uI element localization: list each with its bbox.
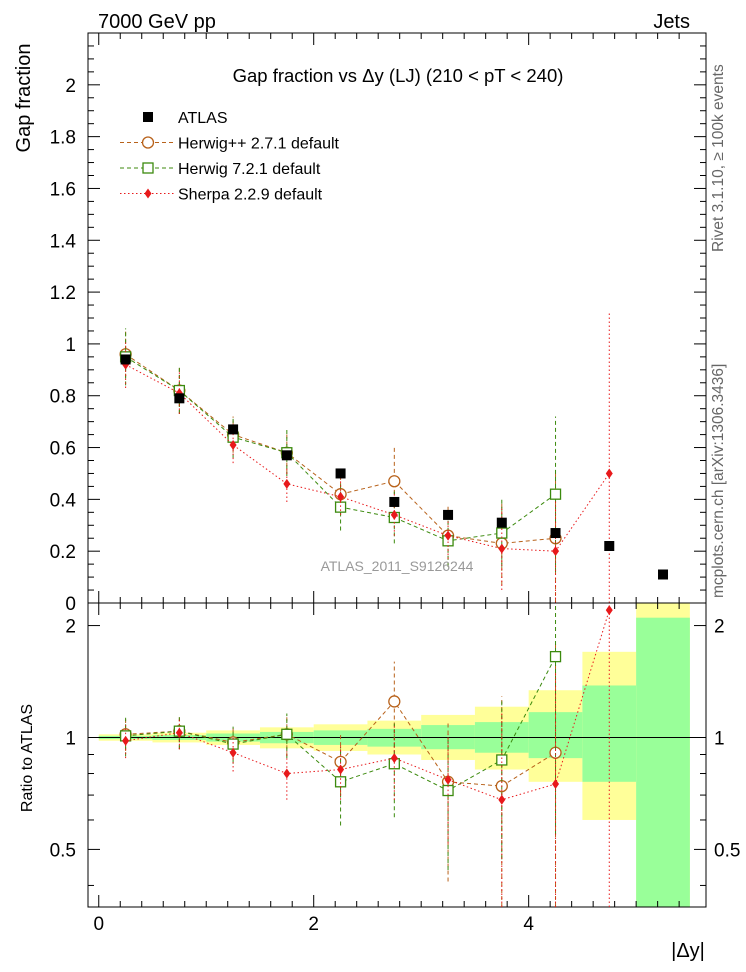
x-tick-label: 4 bbox=[523, 914, 534, 935]
ratio-sherpa-point bbox=[283, 768, 291, 779]
sherpa-point bbox=[337, 491, 345, 502]
herwigpp-point bbox=[388, 475, 401, 488]
main-y-tick-label: 0.8 bbox=[50, 387, 76, 408]
sherpa-point bbox=[552, 546, 560, 557]
ratio-sherpa-point bbox=[175, 727, 183, 738]
main-y-tick-label: 0.4 bbox=[50, 490, 77, 511]
header-left: 7000 GeV pp bbox=[98, 11, 216, 33]
ratio-herwig7-point bbox=[549, 650, 562, 663]
ratio-herwig7-point bbox=[227, 738, 239, 750]
main-y-tick-label: 1.8 bbox=[50, 128, 76, 149]
ratio-sherpa-point bbox=[122, 735, 130, 746]
ratio-sherpa-point bbox=[444, 774, 452, 785]
atlas-point bbox=[443, 509, 454, 520]
atlas-point bbox=[604, 541, 615, 551]
main-y-tick-label: 1.2 bbox=[50, 283, 76, 304]
ratio-sherpa-point bbox=[337, 764, 345, 775]
main-y-tick-label: 0.2 bbox=[50, 542, 76, 563]
main-y-tick-label: 1 bbox=[65, 335, 76, 356]
sherpa-point bbox=[605, 468, 613, 479]
main-y-tick-label: 0.6 bbox=[50, 439, 76, 460]
ratio-herwigpp-point bbox=[388, 695, 401, 708]
ratio-herwigpp-line bbox=[125, 700, 556, 787]
mcplots-label: mcplots.cern.ch [arXiv:1306.3436] bbox=[710, 364, 727, 598]
ratio-y-tick-label-right: 1 bbox=[714, 728, 725, 749]
main-y-axis-label: Gap fraction bbox=[13, 44, 35, 153]
atlas-point bbox=[281, 450, 292, 461]
ratio-sherpa-point bbox=[605, 605, 613, 616]
x-tick-label: 0 bbox=[93, 914, 104, 935]
atlas-point bbox=[174, 393, 185, 404]
x-axis-label: |Δy| bbox=[671, 940, 705, 962]
sherpa-point bbox=[229, 439, 237, 450]
chart-title: Gap fraction vs Δy (LJ) (210 < pT < 240) bbox=[233, 65, 564, 86]
atlas-point bbox=[389, 496, 400, 507]
ratio-sherpa-point bbox=[552, 778, 560, 789]
ratio-y-tick-label: 1 bbox=[65, 728, 76, 749]
atlas-point bbox=[228, 424, 239, 435]
legend-item-atlas: ATLAS bbox=[143, 110, 228, 127]
legend: ATLAS Herwig++ 2.7.1 default Herwig 7.2.1 … bbox=[120, 110, 340, 204]
atlas-point bbox=[496, 517, 507, 528]
sherpa-line bbox=[125, 364, 610, 552]
ratio-herwig7-point bbox=[281, 728, 293, 740]
ratio-herwig7-line bbox=[125, 656, 556, 792]
herwigpp-line bbox=[125, 353, 556, 544]
legend-marker bbox=[143, 112, 153, 122]
legend-label: Sherpa 2.2.9 default bbox=[178, 187, 323, 204]
sherpa-point bbox=[390, 509, 398, 520]
sherpa-point bbox=[444, 530, 452, 541]
ratio-sherpa-line bbox=[125, 610, 610, 801]
legend-label: Herwig++ 2.7.1 default bbox=[178, 136, 340, 153]
atlas-point bbox=[120, 354, 131, 365]
legend-marker bbox=[142, 162, 154, 174]
atlas-point bbox=[658, 569, 669, 580]
ratio-y-tick-label: 2 bbox=[65, 617, 76, 638]
header-right: Jets bbox=[653, 11, 690, 33]
legend-item-herwig7: Herwig 7.2.1 default bbox=[120, 161, 321, 178]
legend-marker bbox=[141, 136, 155, 149]
ratio-sherpa-point bbox=[229, 747, 237, 758]
herwig7-point bbox=[549, 488, 562, 500]
main-y-tick-label: 2 bbox=[65, 76, 76, 97]
legend-item-herwigpp: Herwig++ 2.7.1 default bbox=[120, 136, 340, 153]
x-tick-label: 2 bbox=[308, 914, 319, 935]
ratio-sherpa-point bbox=[390, 753, 398, 764]
ratio-sherpa-point bbox=[498, 794, 506, 805]
legend-label: ATLAS bbox=[178, 110, 228, 127]
rivet-label: Rivet 3.1.10, ≥ 100k events bbox=[710, 64, 727, 252]
atlas-point bbox=[550, 528, 561, 539]
atlas-point bbox=[335, 468, 346, 479]
ratio-herwig7-point bbox=[496, 754, 508, 766]
ratio-plot-panel: 0 2 4 0.5 0.5 1 1 2 2 bbox=[50, 602, 740, 935]
analysis-watermark: ATLAS_2011_S9126244 bbox=[321, 558, 474, 574]
legend-marker bbox=[144, 188, 152, 199]
main-plot-panel: 0 0.2 0.4 0.6 0.8 1 1.2 1.4 1.6 1.8 2 bbox=[50, 32, 707, 615]
ratio-y-tick-label: 0.5 bbox=[50, 840, 76, 861]
sherpa-point bbox=[283, 478, 291, 489]
main-y-tick-label: 1.6 bbox=[50, 179, 76, 200]
legend-label: Herwig 7.2.1 default bbox=[178, 161, 321, 178]
main-y-tick-label: 1.4 bbox=[50, 231, 77, 252]
legend-item-sherpa: Sherpa 2.2.9 default bbox=[120, 187, 323, 204]
ratio-y-tick-label-right: 2 bbox=[714, 617, 725, 638]
sherpa-point bbox=[498, 543, 506, 554]
ratio-band-green bbox=[636, 617, 690, 907]
ratio-y-axis-label: Ratio to ATLAS bbox=[19, 704, 36, 812]
ratio-y-tick-label-right: 0.5 bbox=[714, 840, 740, 861]
main-y-tick-label: 0 bbox=[65, 594, 76, 615]
